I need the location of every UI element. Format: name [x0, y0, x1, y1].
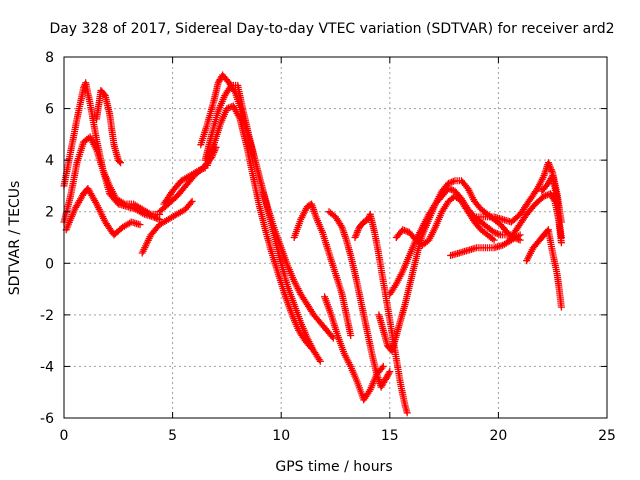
data-series-track-22	[538, 172, 565, 247]
y-tick-label: 0	[45, 256, 54, 272]
data-point-markers	[160, 164, 209, 208]
y-tick-label: 4	[45, 153, 54, 169]
data-point-markers	[138, 197, 196, 257]
y-tick-label: 6	[45, 102, 54, 118]
data-point-markers	[325, 208, 394, 391]
data-point-markers	[93, 87, 124, 167]
data-series-track-21	[523, 226, 565, 311]
x-tick-label: 25	[598, 428, 616, 444]
axis-ticks: 0 5 10 15 20 25 -6 -4 -2 0 2 4 6 8	[40, 50, 616, 444]
data-series-track-17	[392, 192, 498, 249]
grid-lines	[64, 57, 607, 418]
data-series-track-10	[203, 102, 316, 352]
y-axis-label: SDTVAR / TECUs	[7, 181, 23, 296]
y-tick-label: -2	[40, 308, 54, 324]
x-axis-label: GPS time / hours	[275, 459, 392, 475]
data-point-markers	[62, 185, 144, 239]
data-series-track-13	[325, 208, 394, 391]
data-point-markers	[201, 81, 324, 365]
data-series-track-11	[290, 200, 355, 339]
x-tick-label: 0	[60, 428, 69, 444]
y-tick-label: 8	[45, 50, 54, 66]
x-tick-label: 20	[489, 428, 507, 444]
data-series-track-4	[93, 87, 124, 167]
y-tick-label: -6	[40, 411, 54, 427]
y-tick-label: 2	[45, 205, 54, 221]
data-point-markers	[523, 226, 565, 311]
x-tick-label: 5	[168, 428, 177, 444]
plot-frame	[63, 56, 608, 419]
y-tick-label: -4	[40, 359, 54, 375]
data-point-markers	[392, 192, 498, 249]
data-series-track-3	[62, 185, 144, 239]
x-tick-label: 15	[381, 428, 399, 444]
data-point-markers	[290, 200, 355, 339]
data-point-markers	[203, 102, 316, 352]
data-point-markers	[538, 172, 565, 247]
chart-title: Day 328 of 2017, Sidereal Day-to-day VTE…	[49, 21, 614, 37]
data-series-track-9	[201, 81, 324, 365]
x-tick-label: 10	[272, 428, 290, 444]
data-series-track-5	[138, 197, 196, 257]
data-series-track-7	[160, 164, 209, 208]
